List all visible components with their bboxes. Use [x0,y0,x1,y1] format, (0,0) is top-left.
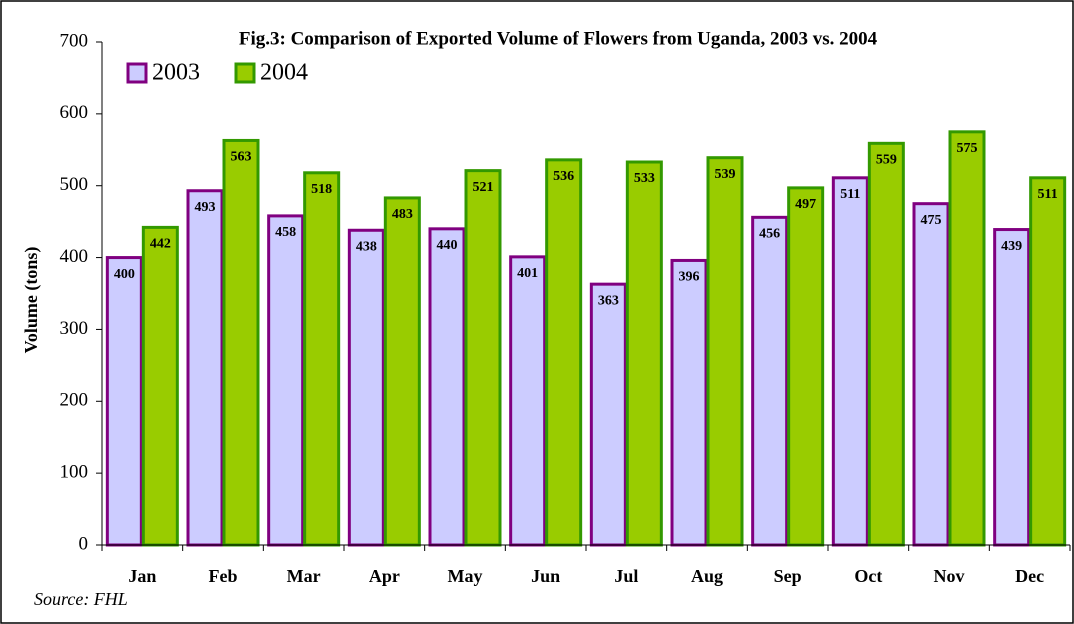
x-tick-label: Aug [691,566,723,586]
x-tick-label: Nov [934,566,965,586]
x-tick-label: Jan [128,566,156,586]
y-tick-label: 400 [60,246,89,267]
bar [751,215,789,547]
bar [141,225,179,547]
y-tick-label: 500 [60,174,89,195]
bar [1029,176,1067,547]
x-tick-label: Sep [774,566,802,586]
data-label: 511 [1038,187,1058,202]
source: Source: FHL [34,589,128,609]
data-label: 439 [1001,239,1022,254]
bar [670,258,708,547]
data-label: 533 [634,171,655,186]
bar [267,214,305,547]
bar [625,160,663,547]
x-tick-label: Mar [287,566,321,586]
bar [222,138,260,547]
data-label: 575 [957,141,978,156]
data-label: 396 [679,270,700,285]
x-tick-label: Apr [369,566,400,586]
legend-label: 2003 [152,60,200,86]
legend-label: 2004 [260,60,308,86]
bar [706,156,744,547]
data-label: 440 [437,238,458,253]
bar [787,186,825,547]
data-label: 400 [114,267,135,282]
bar [545,158,583,547]
data-label: 475 [921,213,942,228]
data-label: 483 [392,207,413,222]
data-label: 559 [876,153,897,168]
bar [428,227,466,547]
x-tick-label: Jun [531,566,560,586]
data-label: 456 [759,227,780,242]
bar [464,169,502,547]
y-tick-label: 100 [60,462,89,483]
bar [509,255,547,547]
legend-swatch [234,62,256,84]
bar [383,196,421,547]
y-tick-label: 600 [60,102,89,123]
bar [993,228,1031,547]
bar [948,130,986,547]
data-label: 539 [715,167,736,182]
data-label: 536 [553,169,574,184]
data-label: 458 [275,225,296,240]
x-tick-label: Oct [854,566,882,586]
bar [589,282,627,547]
bar [186,189,224,547]
data-label: 401 [517,266,538,281]
x-tick-label: Jul [614,566,638,586]
data-label: 493 [195,200,216,215]
y-tick-label: 200 [60,390,89,411]
data-label: 563 [231,150,252,165]
data-label: 511 [840,187,860,202]
bar [105,256,143,547]
y-tick-label: 700 [60,30,89,51]
data-label: 518 [311,182,332,197]
y-axis-title: Volume (tons) [21,247,42,354]
chart-title: Fig.3: Comparison of Exported Volume of … [239,28,878,49]
bar [303,171,341,547]
y-tick-label: 300 [60,318,89,339]
data-label: 438 [356,239,377,254]
x-tick-label: Dec [1015,566,1044,586]
bar [831,176,869,547]
bar [912,202,950,547]
data-label: 442 [150,237,171,252]
data-label: 363 [598,293,619,308]
y-tick-label: 0 [79,533,89,554]
bar [347,228,385,547]
data-label: 497 [795,197,816,212]
legend-swatch [126,62,148,84]
data-label: 521 [473,180,494,195]
x-tick-label: May [448,566,483,586]
bar [867,141,905,547]
x-tick-label: Feb [209,566,238,586]
